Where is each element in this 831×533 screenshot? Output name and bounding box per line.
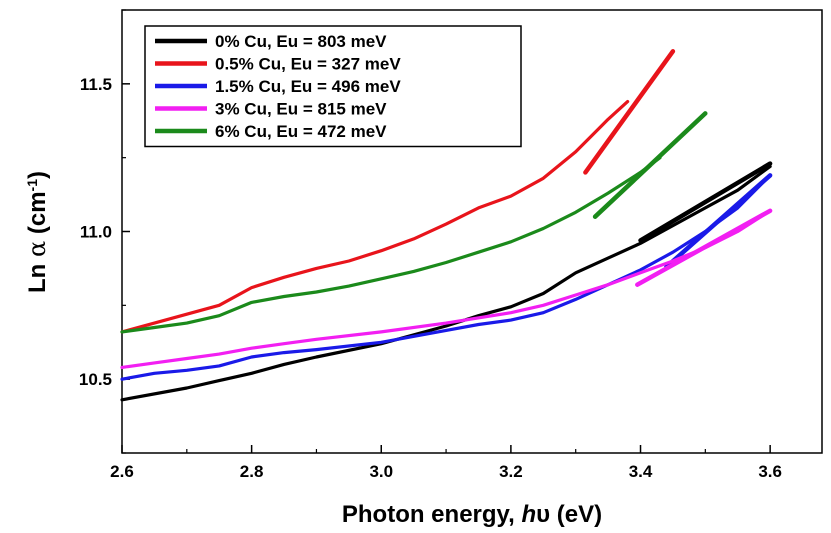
legend: 0% Cu, Eu = 803 meV 0.5% Cu, Eu = 327 meV… [144,25,522,148]
legend-box [144,25,522,148]
legend-label: 0% Cu, Eu = 803 meV [215,32,387,51]
y-axis-title-part: ) [24,171,51,179]
y-axis-title-part: -1 [24,179,40,192]
x-axis-title: Photon energy, hυ (eV) [342,501,602,528]
series-line [120,156,662,334]
series-lines [120,49,773,402]
fit-line [664,173,773,270]
series-line [120,173,772,381]
legend-label: 0.5% Cu, Eu = 327 meV [215,55,401,74]
fit-line [638,161,773,243]
y-axis-title-part: α [23,241,51,257]
y-tick-label: 10.5 [79,370,112,389]
fit-line [635,208,773,287]
legend-label: 3% Cu, Eu = 815 meV [215,100,387,119]
series-line [120,164,772,402]
y-axis-title: Ln α (cm-1) [23,171,51,293]
x-tick-label: 2.8 [240,462,264,481]
series-line [120,209,772,369]
y-axis-title-part: (cm [24,191,51,240]
series-line [120,100,630,334]
y-tick-label: 11.0 [80,223,112,242]
y-axis-title-part: Ln [24,257,51,293]
fit-line [583,49,676,175]
x-tick-label: 2.6 [110,462,134,481]
x-axis-title-part: Photon energy, [342,501,522,528]
legend-label: 1.5% Cu, Eu = 496 meV [215,77,401,96]
x-axis-title-part: υ [536,501,550,528]
x-tick-label: 3.0 [369,462,393,481]
x-axis-title-part: (eV) [550,501,602,528]
tick-labels: 2.6 2.8 3.0 3.2 3.4 3.6 10.5 11.0 11.5 [79,75,782,481]
x-tick-label: 3.2 [499,462,523,481]
x-axis-title-part: h [521,501,536,528]
x-tick-label: 3.6 [758,462,782,481]
legend-label: 6% Cu, Eu = 472 meV [215,122,387,141]
fit-line [592,111,708,219]
axis-ticks [121,9,771,454]
x-tick-label: 3.4 [629,462,653,481]
y-tick-label: 11.5 [80,75,112,94]
